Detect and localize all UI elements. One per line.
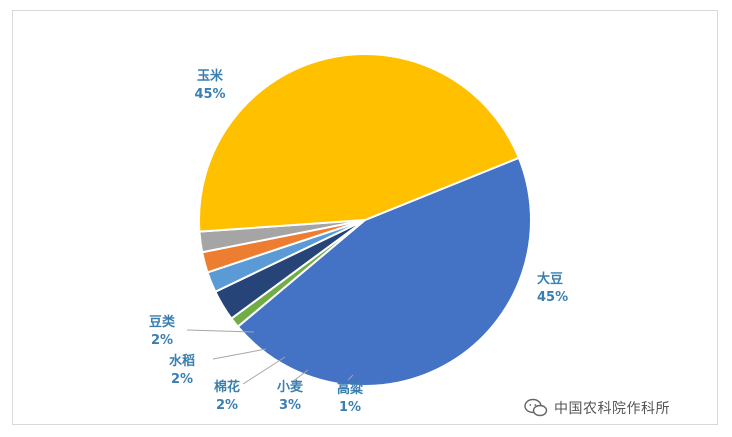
watermark: 中国农科院作科所: [524, 398, 670, 418]
slice-name-label: 豆类: [149, 314, 176, 330]
leader-lines: [186, 329, 354, 385]
slice-value-label: 2%: [171, 372, 193, 387]
pie-slice-1: [236, 156, 532, 387]
pie-slice-7: [197, 53, 521, 233]
leader-line-3: [291, 369, 309, 383]
leader-line-5: [212, 348, 267, 360]
watermark-text: 中国农科院作科所: [554, 401, 670, 417]
wechat-icon: [524, 398, 548, 417]
slice-value-label: 45%: [537, 290, 568, 305]
leader-line-4: [242, 356, 286, 385]
slice-value-label: 2%: [151, 333, 173, 348]
slice-name-label: 大豆: [537, 271, 563, 287]
leader-line-6: [186, 329, 255, 333]
slice-name-label: 棉花: [214, 379, 240, 395]
leader-line-2: [347, 374, 354, 381]
slice-value-label: 1%: [339, 400, 361, 415]
slice-value-label: 3%: [279, 398, 301, 413]
slice-name-label: 小麦: [277, 379, 304, 395]
slice-value-label: 45%: [194, 87, 225, 102]
slice-name-label: 水稻: [169, 353, 195, 369]
slice-value-label: 2%: [216, 398, 238, 413]
pie-slices: [197, 53, 532, 387]
slice-labels: 大豆 45% 高粱 1% 小麦 3% 棉花 2% 水稻 2% 豆类 2% 玉米 45%: [149, 68, 568, 415]
slice-name-label: 高粱: [337, 381, 364, 397]
slice-name-label: 玉米: [197, 68, 224, 84]
